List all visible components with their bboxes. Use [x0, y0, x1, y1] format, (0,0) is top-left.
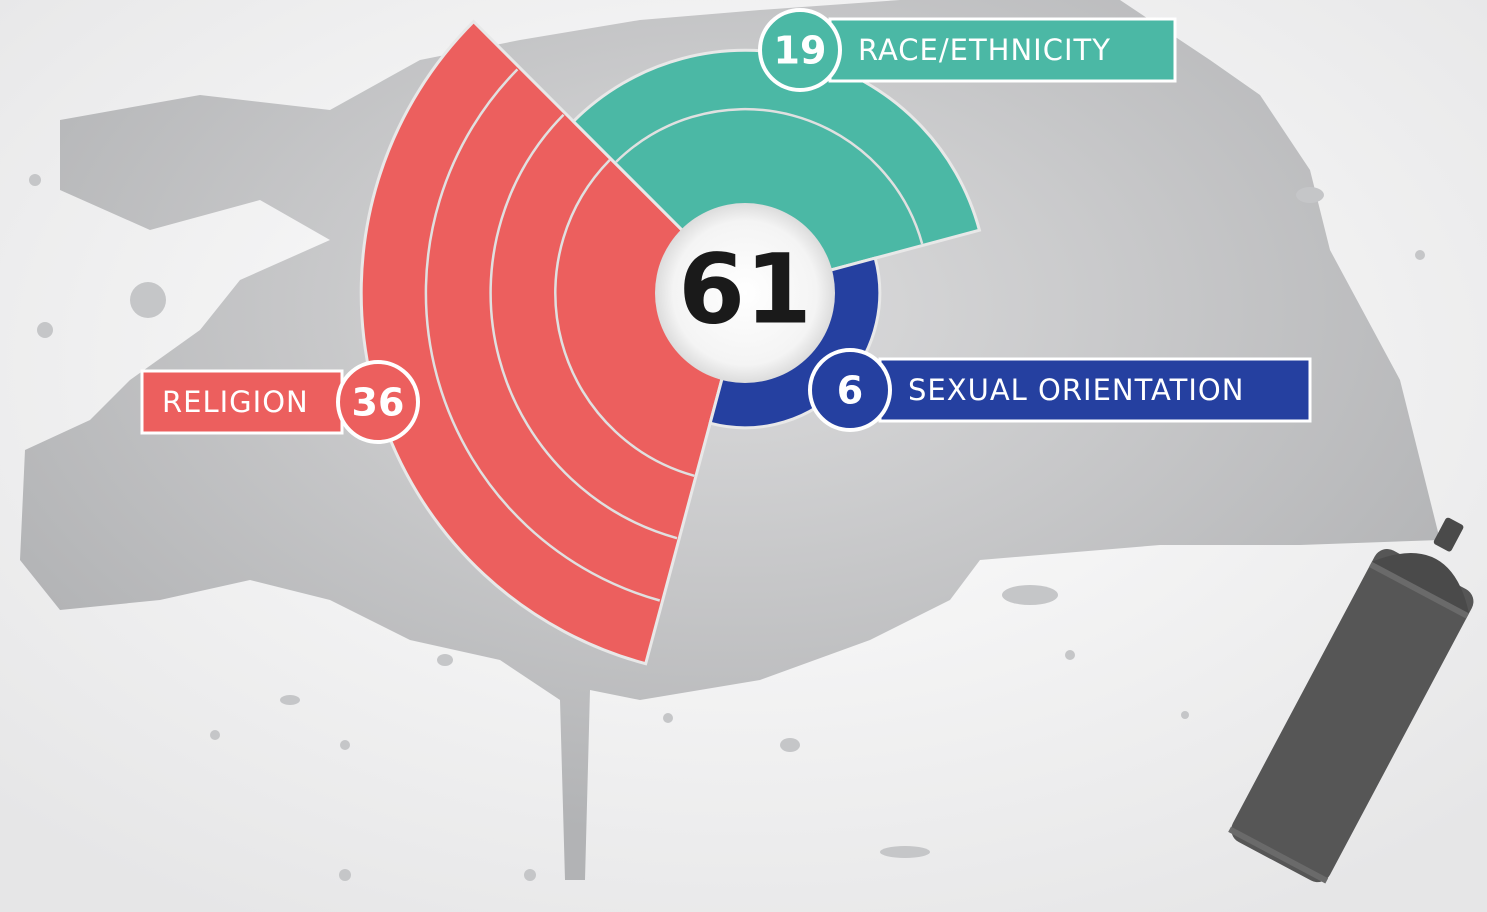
value-badge — [758, 8, 842, 92]
label-box — [878, 357, 1312, 423]
category-label: RELIGION — [162, 385, 309, 419]
label-box — [140, 369, 344, 435]
ring-divider — [615, 107, 924, 245]
category-label: SEXUAL ORIENTATION — [908, 373, 1244, 407]
spray-can — [1228, 517, 1474, 884]
value-badge — [336, 360, 420, 444]
category-label: RACE/ETHNICITY — [858, 33, 1111, 67]
labels: RELIGION 36 RACE/ETHNICITY 19 SEXUAL ORIENTA… — [140, 8, 1312, 444]
value-label: 36 — [352, 381, 405, 425]
splatter — [29, 174, 1425, 881]
center-hub — [655, 203, 835, 383]
ring-divider — [554, 159, 695, 478]
ring-divider — [489, 113, 678, 540]
total-value: 61 — [678, 233, 812, 345]
label-box — [828, 17, 1177, 83]
value-badge — [808, 348, 892, 432]
value-label: 19 — [774, 29, 827, 73]
polar-chart — [359, 19, 982, 666]
ring-divider — [424, 68, 661, 602]
value-label: 6 — [837, 369, 863, 413]
